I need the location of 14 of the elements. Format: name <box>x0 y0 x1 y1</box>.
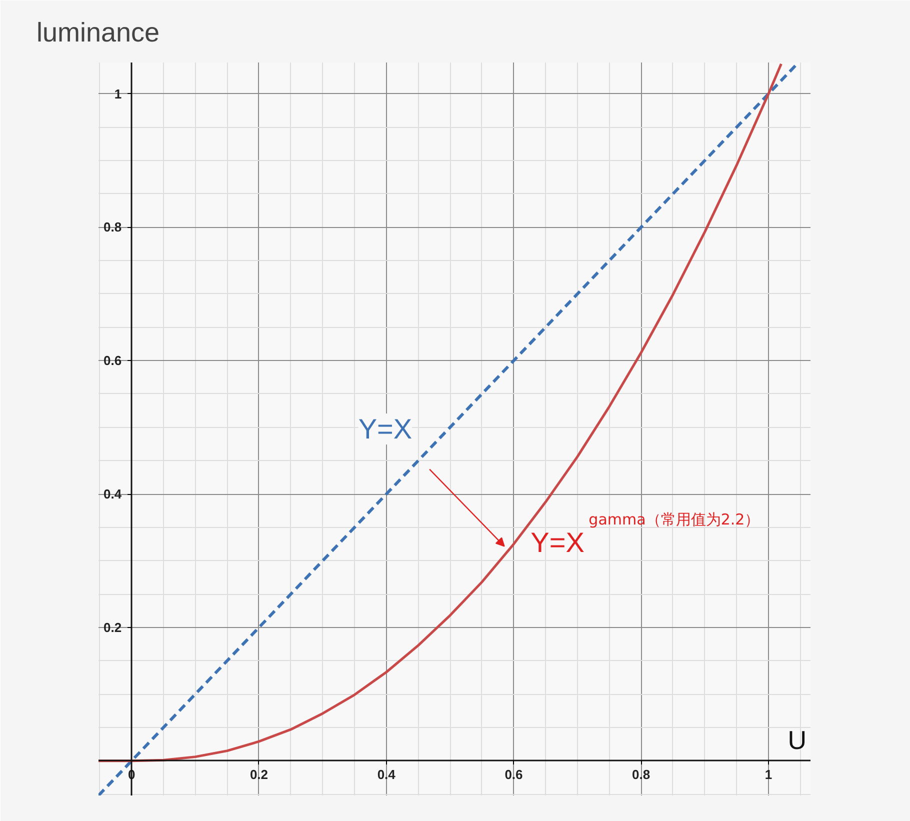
x-tick-label: 0.8 <box>632 766 650 782</box>
x-tick-label: 0.2 <box>250 766 268 782</box>
y-tick-label: 0.8 <box>104 220 122 235</box>
chart-title: luminance <box>36 18 160 48</box>
annotation: Y=Xgamma（常用值为2.2） <box>530 510 760 558</box>
x-tick-label: 1 <box>764 766 772 782</box>
x-tick-label: 0.4 <box>377 766 396 782</box>
y-tick-label: 1 <box>114 86 122 102</box>
y-tick-label: 0.2 <box>104 620 122 635</box>
annotation: Y=X <box>358 414 412 444</box>
y-tick-label: 0.6 <box>104 353 122 368</box>
x-tick-label: 0.6 <box>504 766 523 782</box>
x-axis-title: U <box>788 724 807 755</box>
y-tick-label: 0.4 <box>104 486 122 502</box>
